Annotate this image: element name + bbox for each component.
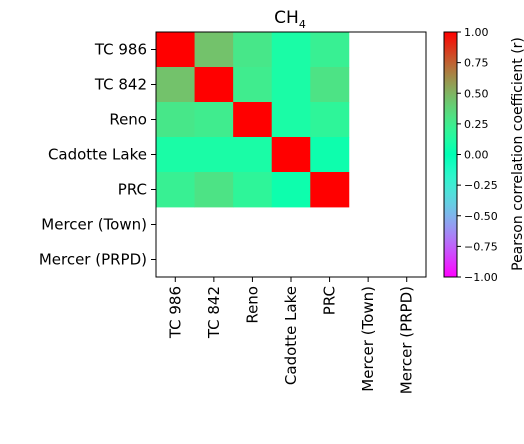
row-tick-label: TC 986 xyxy=(94,41,147,59)
heatmap-cell xyxy=(233,102,273,138)
colorbar-tick-label: 0.00 xyxy=(464,149,489,162)
heatmap-cell xyxy=(310,137,350,173)
colorbar-tick-label: 0.50 xyxy=(464,87,489,100)
row-tick-label: Mercer (PRPD) xyxy=(39,251,147,269)
column-tick-label: TC 842 xyxy=(205,286,223,339)
heatmap-cell xyxy=(310,32,350,68)
heatmap-cell xyxy=(156,67,195,103)
heatmap-cell xyxy=(233,172,273,208)
heatmap-cell xyxy=(156,172,195,208)
heatmap-cell xyxy=(233,67,273,103)
heatmap-cell xyxy=(271,172,311,208)
colorbar-tick-label: −0.75 xyxy=(464,240,498,253)
column-tick-label: PRC xyxy=(321,286,339,315)
row-tick-label: TC 842 xyxy=(94,76,147,94)
heatmap-cell xyxy=(271,32,311,68)
heatmap-cell xyxy=(194,67,234,103)
colorbar-ticks: 1.00 0.75 0.50 0.25 0.00 −0.25 −0.50 −0.75 −1.00 xyxy=(457,26,498,284)
heatmap-cell xyxy=(156,137,195,173)
colorbar-tick-label: −1.00 xyxy=(464,271,498,284)
colorbar-tick-label: −0.25 xyxy=(464,179,498,192)
colorbar-tick-label: 0.25 xyxy=(464,118,489,131)
colorbar-tick-label: 1.00 xyxy=(464,26,489,39)
chart-title: CH4 xyxy=(274,8,306,31)
heatmap-cell xyxy=(194,172,234,208)
column-tick-label: Mercer (Town) xyxy=(359,286,377,392)
heatmap-cell xyxy=(194,32,234,68)
column-tick-label: Cadotte Lake xyxy=(282,286,300,385)
colorbar-tick-label: −0.50 xyxy=(464,210,498,223)
heatmap-cell xyxy=(310,102,350,138)
heatmap-cell xyxy=(233,137,273,173)
heatmap-cells xyxy=(156,32,350,208)
colorbar-label: Pearson correlation coefficient (r) xyxy=(510,37,524,271)
heatmap-cell xyxy=(156,32,195,68)
heatmap-cell xyxy=(310,67,350,103)
heatmap-cell xyxy=(194,137,234,173)
row-tick-label: Cadotte Lake xyxy=(48,146,147,164)
heatmap-cell xyxy=(233,32,273,68)
colorbar-tick-label: 0.75 xyxy=(464,57,489,70)
column-tick-label: TC 986 xyxy=(166,286,184,339)
colorbar xyxy=(443,31,458,278)
heatmap-cell xyxy=(156,102,195,138)
row-tick-label: Mercer (Town) xyxy=(41,216,147,234)
column-tick-label: Reno xyxy=(243,286,261,324)
heatmap-cell xyxy=(271,102,311,138)
heatmap-cell xyxy=(271,67,311,103)
row-tick-label: Reno xyxy=(109,111,147,129)
heatmap-cell xyxy=(271,137,311,173)
column-labels: TC 986 TC 842 Reno Cadotte Lake PRC Mercer (T… xyxy=(166,277,416,394)
heatmap-cell xyxy=(194,102,234,138)
row-labels: TC 986 TC 842 Reno Cadotte Lake PRC Mercer (T… xyxy=(39,41,156,269)
column-tick-label: Mercer (PRPD) xyxy=(398,286,416,394)
row-tick-label: PRC xyxy=(118,181,147,199)
heatmap-cell xyxy=(310,172,350,208)
